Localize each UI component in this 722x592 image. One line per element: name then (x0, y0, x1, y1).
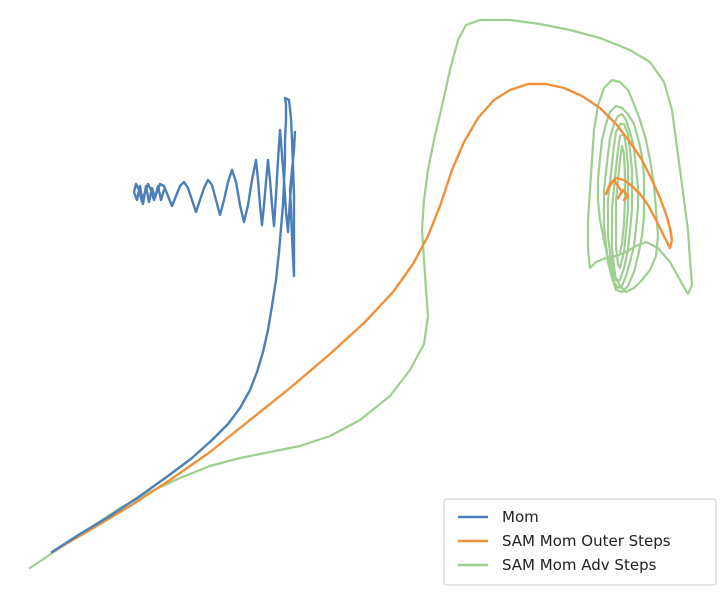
series-line-sam-mom-outer-steps (50, 82, 674, 554)
legend: Mom SAM Mom Outer Steps SAM Mom Adv Steps (443, 498, 717, 586)
series-line-mom (50, 96, 297, 554)
series-layer (28, 18, 694, 570)
legend-label-sam-mom-outer-steps: SAM Mom Outer Steps (502, 532, 671, 550)
legend-items: Mom SAM Mom Outer Steps SAM Mom Adv Steps (458, 508, 671, 574)
legend-label-mom: Mom (502, 508, 539, 526)
legend-label-sam-mom-adv-steps: SAM Mom Adv Steps (502, 556, 657, 574)
series-line-sam-mom-adv-steps (28, 18, 694, 570)
legend-frame (443, 498, 717, 586)
